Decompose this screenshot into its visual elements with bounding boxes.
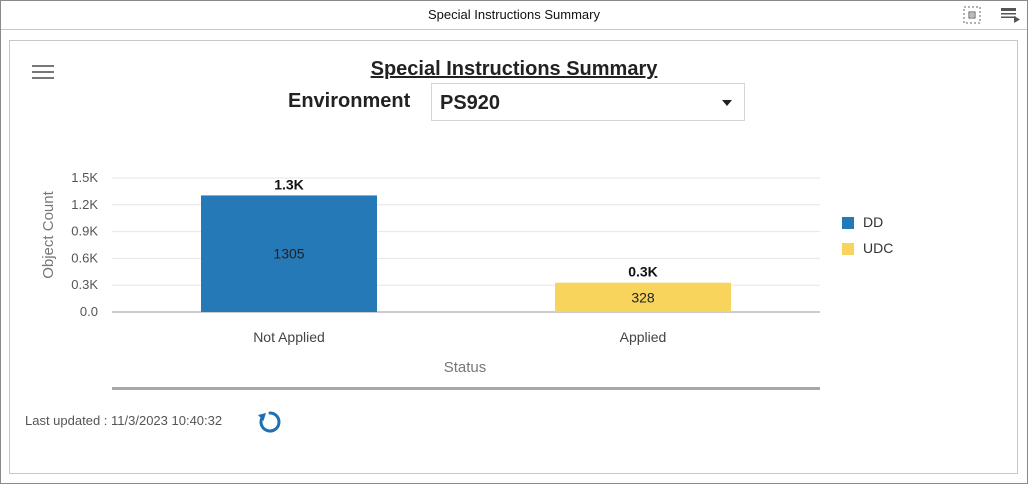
bar-value-label: 328 [631,289,655,305]
y-tick-label: 0.3K [71,277,98,292]
legend-label-dd: DD [863,214,884,230]
legend-label-udc: UDC [863,240,894,256]
window-titlebar: Special Instructions Summary [1,1,1027,30]
legend-swatch-udc [842,243,854,255]
bar-not-applied [201,195,377,312]
y-tick-label: 1.5K [71,170,98,185]
x-axis-label: Status [444,359,487,376]
last-updated-text: Last updated : 11/3/2023 10:40:32 [25,413,223,428]
environment-selected-value: PS920 [440,92,501,114]
environment-label: Environment [288,90,411,112]
y-tick-label: 0.9K [71,224,98,239]
bar-value-label: 1305 [273,246,304,262]
environment-select[interactable]: PS920 [431,83,745,121]
y-tick-label: 1.2K [71,197,98,212]
y-tick-label: 0.6K [71,250,98,265]
chevron-down-icon[interactable] [722,100,732,106]
refresh-icon[interactable] [257,409,283,435]
x-tick-label: Applied [620,329,667,345]
hamburger-menu-icon[interactable] [32,65,54,81]
y-tick-label: 0.0 [80,304,98,319]
x-tick-label: Not Applied [253,329,325,345]
window-title: Special Instructions Summary [428,7,600,22]
bar-applied [555,282,731,312]
expand-icon[interactable] [961,5,983,25]
legend-swatch-dd [842,217,854,229]
window-menu-icon[interactable] [999,5,1021,25]
y-axis-label: Object Count [40,190,57,278]
chart-overview-bar [112,387,820,390]
bar-top-label: 1.3K [274,176,304,192]
chart-title: Special Instructions Summary [370,58,658,80]
bar-top-label: 0.3K [628,264,658,280]
